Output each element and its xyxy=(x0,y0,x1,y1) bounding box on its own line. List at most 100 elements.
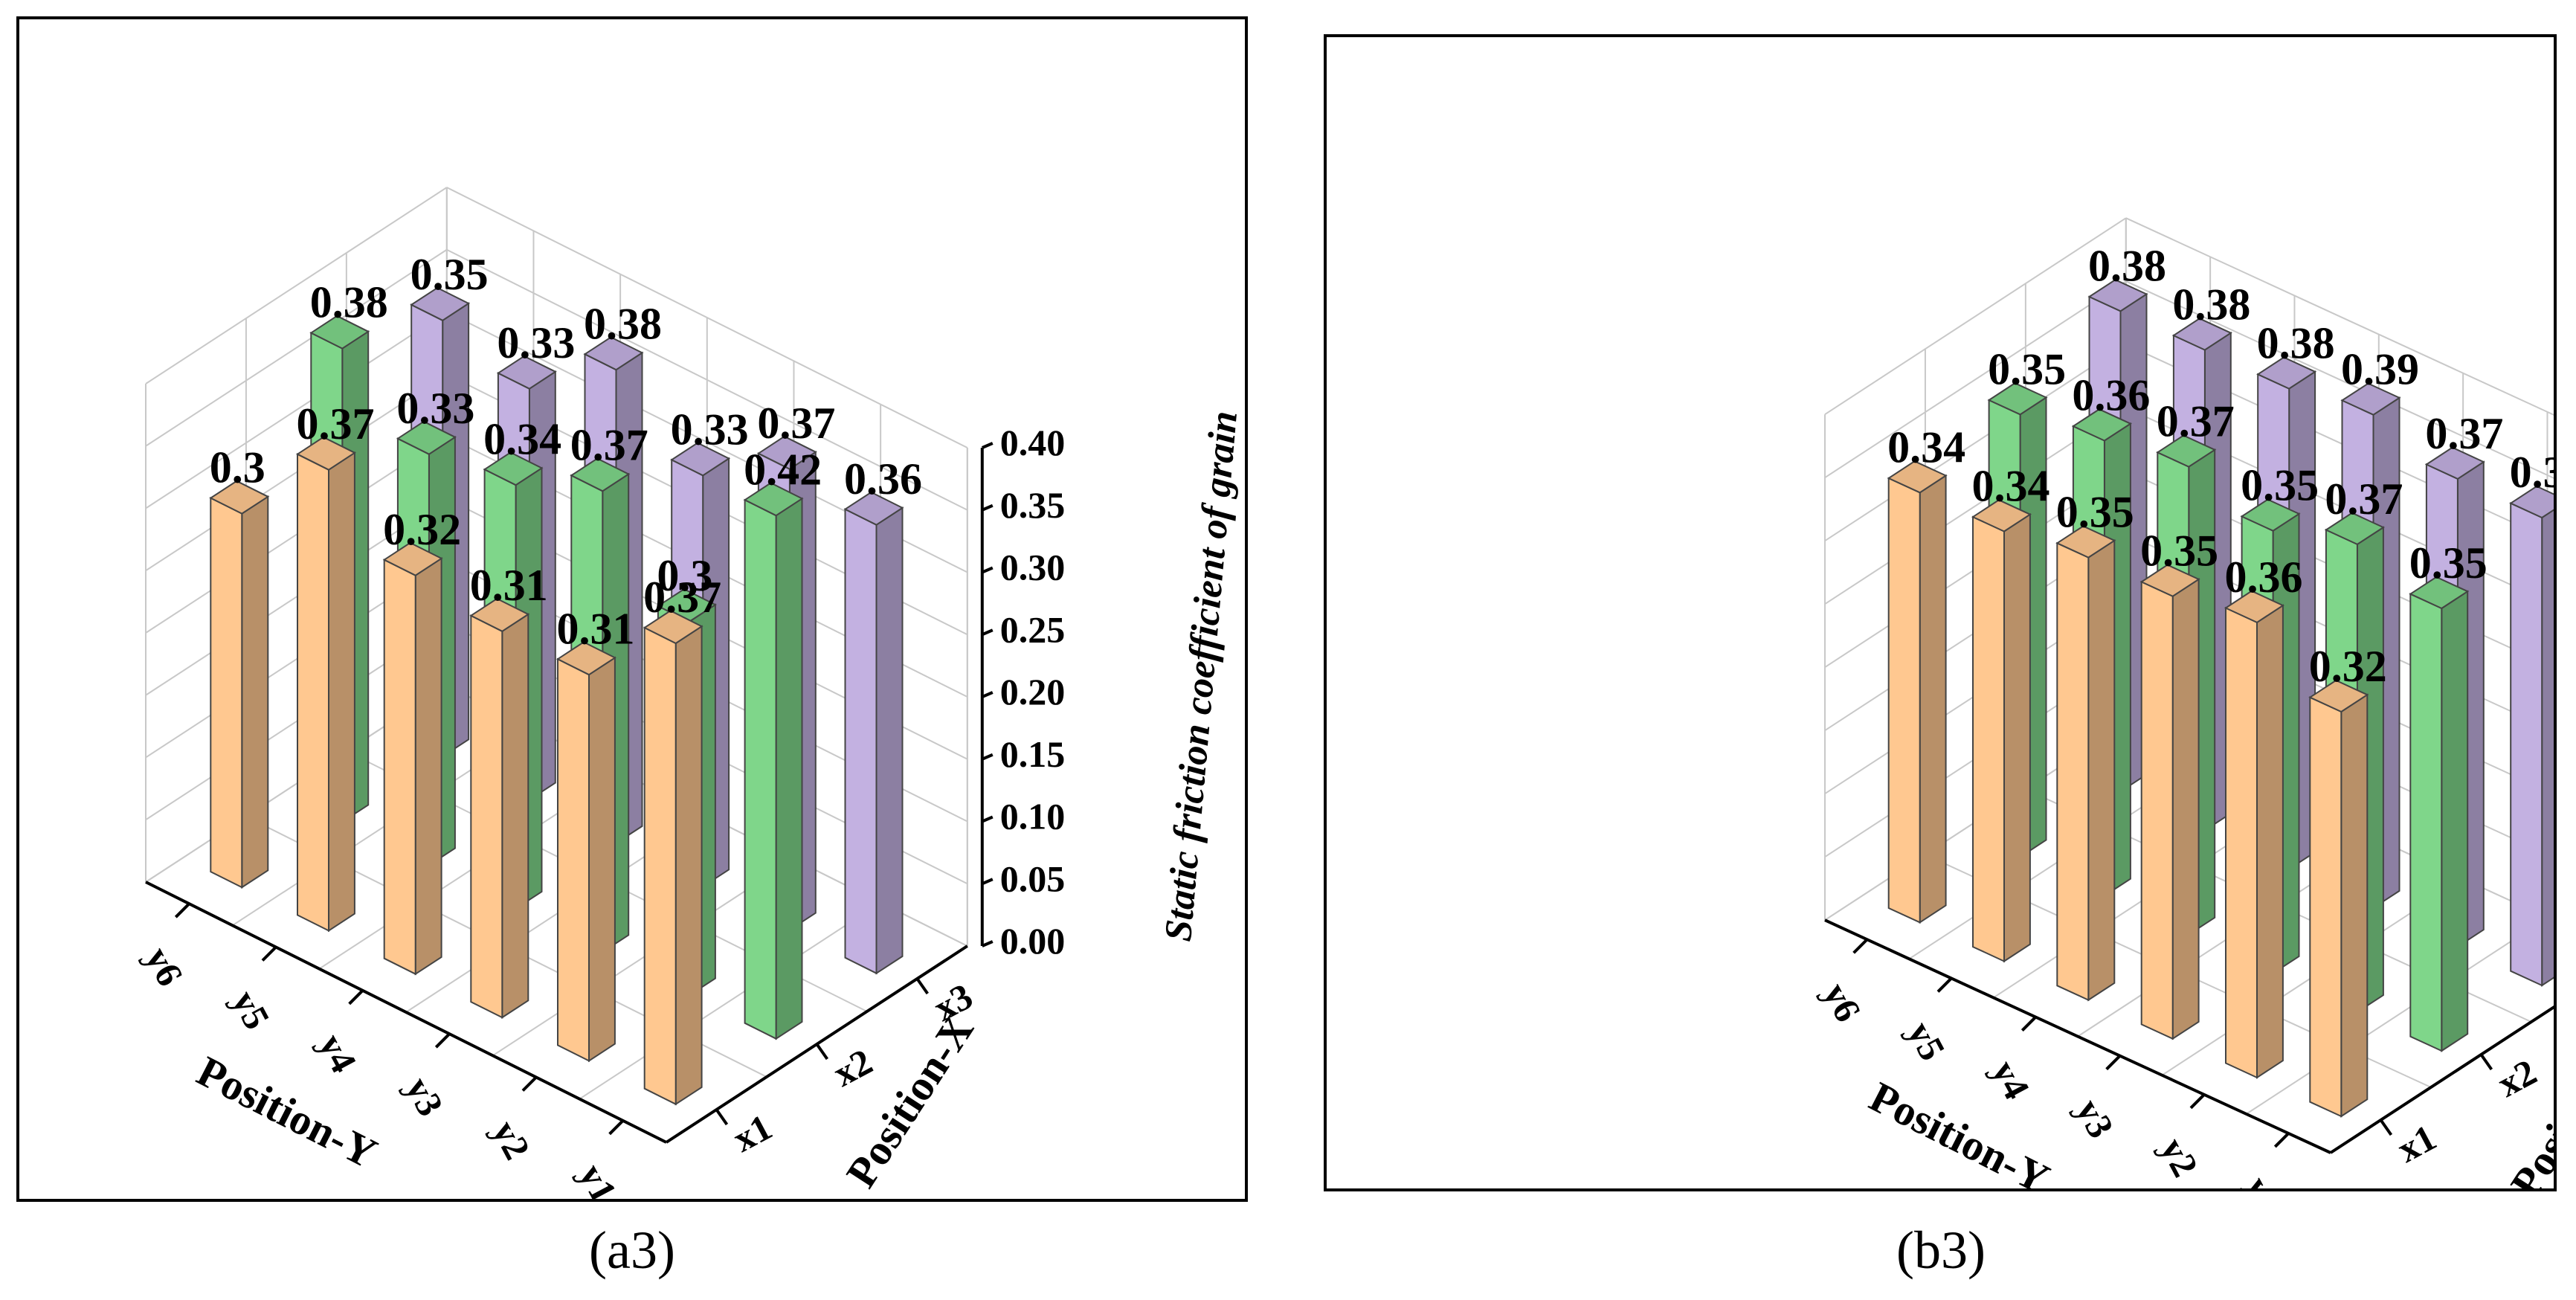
y-tick-label: y5 xyxy=(224,983,278,1035)
y-tick xyxy=(521,1076,538,1092)
bar-front-face xyxy=(1887,477,1921,924)
bar-x1-y2: 0.31 xyxy=(556,604,634,1063)
bar-top-face xyxy=(309,315,370,350)
bar-side-face xyxy=(775,497,803,1040)
bar-value-label: 0.35 xyxy=(2409,538,2488,588)
bar-value-label: 0.38 xyxy=(2172,280,2250,329)
bar-top-face xyxy=(410,286,471,321)
bar-value-label: 0.35 xyxy=(410,250,489,299)
bar-side-face xyxy=(414,557,442,976)
bar-top-face xyxy=(2071,408,2132,442)
z-tick-label: 0.15 xyxy=(1000,733,1066,775)
bar-top-face xyxy=(2324,512,2385,546)
bar-value-label: 0.31 xyxy=(556,604,634,653)
bar-top-face xyxy=(756,435,817,470)
caption-a3: (a3) xyxy=(589,1220,675,1280)
caption-b3: (b3) xyxy=(1896,1220,1986,1280)
bar-x1-y1: 0.32 xyxy=(2308,642,2387,1118)
z-tick xyxy=(982,815,994,823)
bar-front-face xyxy=(297,453,329,933)
bar-x1-y3: 0.35 xyxy=(2139,527,2218,1040)
bar-top-face xyxy=(483,451,544,486)
x-tick-label: x1 xyxy=(2390,1116,2442,1171)
z-tick-label: 0.25 xyxy=(1000,608,1066,650)
y-tick-label: y4 xyxy=(311,1027,365,1079)
y-tick xyxy=(2020,1016,2037,1032)
bar-x1-y4: 0.32 xyxy=(382,505,461,976)
bar-x2-y1: 0.35 xyxy=(2409,538,2488,1052)
z-tick xyxy=(982,940,994,947)
grid-line xyxy=(1824,217,2127,416)
bar-top-face xyxy=(2340,382,2401,416)
bar-value-label: 0.39 xyxy=(2341,345,2419,394)
grid-line xyxy=(1824,280,2127,479)
bar-value-label: 0.37 xyxy=(2510,448,2554,497)
bar-side-face xyxy=(2256,604,2284,1079)
y-tick xyxy=(174,902,190,918)
bar-front-face xyxy=(2225,606,2258,1079)
y-tick-label: y5 xyxy=(1899,1014,1954,1066)
bar-value-label: 0.37 xyxy=(296,399,374,448)
bar-front-face xyxy=(210,496,243,889)
y-tick xyxy=(2273,1132,2290,1148)
bar-value-label: 0.35 xyxy=(1988,344,2066,393)
bar-top-face xyxy=(382,541,443,576)
y-tick-label: y2 xyxy=(2152,1131,2206,1183)
bar-x1-y4: 0.35 xyxy=(2055,488,2134,1002)
bar-value-label: 0.37 xyxy=(757,399,835,448)
bar-top-face xyxy=(2424,446,2485,480)
z-tick-label: 0.35 xyxy=(1000,484,1066,526)
bar-top-face xyxy=(2509,485,2554,519)
y-axis-line xyxy=(1824,918,2331,1154)
bar-top-face xyxy=(1887,460,1948,494)
bar-front-face xyxy=(643,626,677,1106)
bar-side-face xyxy=(674,625,703,1106)
y-tick-label: y3 xyxy=(398,1070,452,1122)
bar-front-face xyxy=(383,559,416,976)
bar-front-face xyxy=(2140,580,2174,1040)
bar-side-face xyxy=(2340,693,2369,1118)
bar-x1-y6: 0.3 xyxy=(209,443,270,889)
bar-value-label: 0.34 xyxy=(1971,461,2049,510)
bar-top-face xyxy=(2240,498,2301,532)
bar-value-label: 0.37 xyxy=(643,573,721,622)
x-tick xyxy=(815,1043,829,1061)
y-tick xyxy=(1852,938,1869,954)
bar-value-label: 0.33 xyxy=(497,318,575,367)
bar-top-face xyxy=(2087,279,2148,312)
z-tick xyxy=(982,442,994,449)
z-tick-label: 0.00 xyxy=(1000,920,1066,962)
bars: 0.350.330.38 0.380.33 0.330.30.34 0.370.37 0… xyxy=(209,250,922,1106)
y-tick xyxy=(2189,1093,2206,1110)
bar-value-label: 0.37 xyxy=(570,420,648,469)
x-tick xyxy=(715,1108,729,1126)
bar-x3-y1: 0.37 xyxy=(2509,448,2554,987)
grid-line xyxy=(145,373,448,572)
bar-top-face xyxy=(496,355,557,390)
bars: 0.380.380.350.380.360.390.340.37 0.370.34… xyxy=(1887,241,2554,1118)
bar-x1-y5: 0.34 xyxy=(1971,461,2049,963)
bar-side-face xyxy=(1919,474,1947,924)
bar-top-face xyxy=(570,457,631,492)
bar-value-label: 0.38 xyxy=(2088,241,2166,290)
bar-value-label: 0.38 xyxy=(2257,319,2335,368)
bar-top-face xyxy=(843,491,904,526)
grid-line xyxy=(145,248,448,447)
bar-side-face xyxy=(328,451,355,933)
z-tick xyxy=(982,503,994,512)
bar-side-face xyxy=(2541,509,2554,987)
y-tick-label: y1 xyxy=(2237,1170,2291,1188)
chart-panel-a3: y1 y2 y3 y4 y5 y6 x1 x2 x3 0.00 0.05 0.10 0.15 0.20 0.… xyxy=(16,16,1248,1202)
bar-value-label: 0.35 xyxy=(2056,488,2134,537)
grid-line xyxy=(492,858,795,1057)
grid-line xyxy=(579,901,881,1100)
y-tick xyxy=(261,946,277,962)
bar-x1-y3: 0.31 xyxy=(469,561,548,1019)
bar-value-label: 0.3 xyxy=(210,443,265,492)
bar-side-face xyxy=(501,613,529,1019)
bar-top-face xyxy=(2308,679,2369,713)
bar-top-face xyxy=(583,336,644,371)
bar-x1-y5: 0.37 xyxy=(295,399,374,933)
bar-top-face xyxy=(295,436,356,471)
grid-line xyxy=(145,311,448,509)
